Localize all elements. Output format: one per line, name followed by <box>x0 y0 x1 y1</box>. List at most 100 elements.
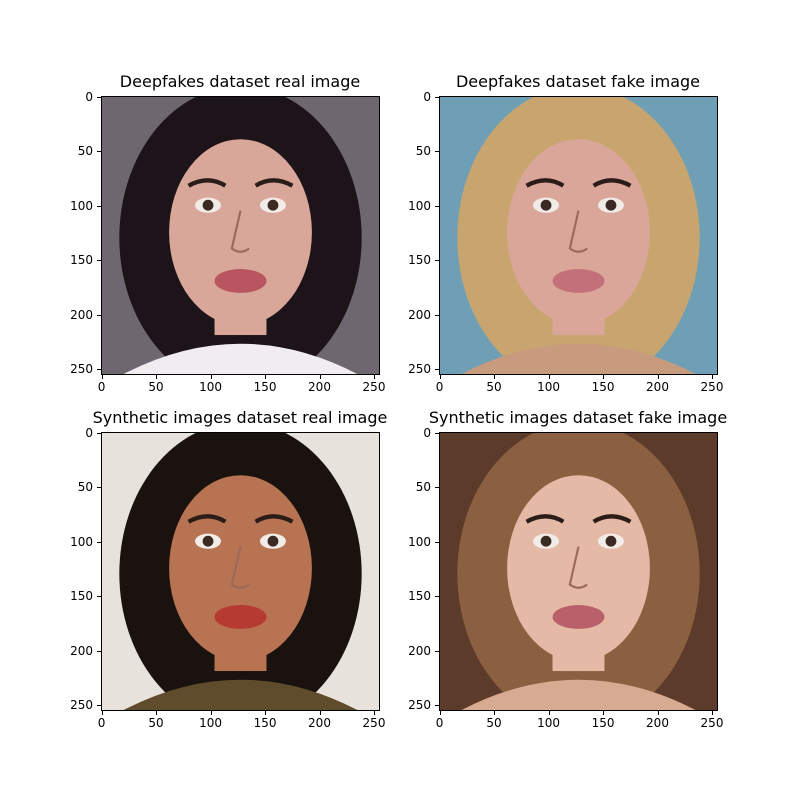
x-tick-label: 0 <box>97 716 106 730</box>
x-tick-mark <box>265 711 267 715</box>
y-tick-mark <box>435 705 439 706</box>
x-tick-label: 50 <box>148 380 164 394</box>
y-tick-label: 150 <box>408 253 431 268</box>
x-tick-label: 200 <box>646 380 669 394</box>
x-tick-label: 50 <box>486 716 502 730</box>
y-tick-label: 150 <box>408 589 431 604</box>
panel-title: Deepfakes dataset fake image <box>455 72 701 91</box>
y-tick-label: 0 <box>423 89 431 104</box>
x-tick-mark <box>712 711 713 715</box>
y-tick-label: 50 <box>77 480 93 495</box>
y-tick-mark <box>97 314 101 316</box>
x-tick-label: 0 <box>435 380 444 394</box>
x-tick-mark <box>439 375 441 379</box>
y-tick-mark <box>97 151 101 153</box>
y-tick-mark <box>435 487 439 489</box>
y-tick-mark <box>97 487 101 489</box>
y-tick-label: 50 <box>415 144 431 159</box>
x-tick-mark <box>657 375 659 379</box>
y-tick-mark <box>435 432 439 434</box>
x-tick-mark <box>374 375 375 379</box>
real-face-2 <box>102 433 379 710</box>
y-tick-label: 150 <box>70 253 93 268</box>
x-tick-mark <box>548 711 550 715</box>
image-axes <box>101 96 380 375</box>
x-tick-mark <box>548 375 550 379</box>
x-tick-label: 100 <box>199 380 222 394</box>
y-tick-label: 250 <box>408 698 431 712</box>
x-tick-label: 50 <box>148 716 164 730</box>
y-tick-label: 100 <box>70 534 93 549</box>
y-tick-mark <box>435 151 439 153</box>
y-tick-label: 100 <box>70 198 93 213</box>
x-tick-label: 200 <box>308 716 331 730</box>
y-tick-mark <box>97 432 101 434</box>
y-tick-label: 50 <box>77 144 93 159</box>
x-tick-mark <box>712 375 713 379</box>
y-tick-label: 0 <box>85 425 93 440</box>
x-tick-label: 100 <box>199 716 222 730</box>
x-tick-mark <box>374 711 375 715</box>
y-tick-label: 0 <box>423 425 431 440</box>
x-tick-mark <box>156 375 158 379</box>
y-tick-label: 150 <box>70 589 93 604</box>
panel-title: Synthetic images dataset fake image <box>428 408 728 427</box>
x-tick-mark <box>210 711 212 715</box>
y-tick-mark <box>97 205 101 207</box>
image-axes <box>101 432 380 711</box>
y-tick-mark <box>97 705 101 706</box>
y-tick-mark <box>97 541 101 543</box>
y-tick-mark <box>435 369 439 370</box>
fake-face-2 <box>440 433 717 710</box>
x-tick-label: 150 <box>591 716 615 730</box>
x-tick-label: 150 <box>591 380 615 394</box>
y-tick-label: 200 <box>70 643 93 658</box>
y-tick-label: 250 <box>70 698 93 712</box>
x-tick-label: 250 <box>362 380 386 394</box>
x-tick-mark <box>657 711 659 715</box>
x-tick-mark <box>156 711 158 715</box>
x-tick-label: 150 <box>253 380 277 394</box>
x-tick-mark <box>494 375 496 379</box>
x-tick-mark <box>494 711 496 715</box>
x-tick-label: 50 <box>486 380 502 394</box>
x-tick-label: 100 <box>537 380 560 394</box>
x-tick-label: 200 <box>308 380 331 394</box>
y-tick-label: 100 <box>408 198 431 213</box>
x-tick-label: 100 <box>537 716 560 730</box>
y-tick-mark <box>97 369 101 370</box>
x-tick-label: 0 <box>97 380 106 394</box>
x-tick-label: 250 <box>700 380 724 394</box>
y-tick-mark <box>97 260 101 262</box>
panel-title: Deepfakes dataset real image <box>119 72 361 91</box>
image-axes <box>439 432 718 711</box>
image-axes <box>439 96 718 375</box>
y-tick-mark <box>435 205 439 207</box>
y-tick-label: 250 <box>70 362 93 376</box>
y-tick-label: 250 <box>408 362 431 376</box>
y-tick-mark <box>97 96 101 98</box>
real-face-1 <box>102 97 379 374</box>
fake-face-1 <box>440 97 717 374</box>
x-tick-mark <box>265 375 267 379</box>
x-tick-label: 200 <box>646 716 669 730</box>
y-tick-label: 0 <box>85 89 93 104</box>
x-tick-label: 250 <box>362 716 386 730</box>
y-tick-label: 50 <box>415 480 431 495</box>
x-tick-mark <box>603 711 605 715</box>
x-tick-mark <box>319 711 321 715</box>
x-tick-mark <box>319 375 321 379</box>
x-tick-label: 0 <box>435 716 444 730</box>
x-tick-mark <box>603 375 605 379</box>
x-tick-label: 150 <box>253 716 277 730</box>
y-tick-mark <box>97 650 101 652</box>
x-tick-mark <box>439 711 441 715</box>
x-tick-mark <box>101 375 103 379</box>
y-tick-mark <box>435 96 439 98</box>
y-tick-label: 100 <box>408 534 431 549</box>
y-tick-mark <box>435 650 439 652</box>
y-tick-mark <box>435 541 439 543</box>
x-tick-label: 250 <box>700 716 724 730</box>
y-tick-label: 200 <box>408 307 431 322</box>
y-tick-label: 200 <box>70 307 93 322</box>
